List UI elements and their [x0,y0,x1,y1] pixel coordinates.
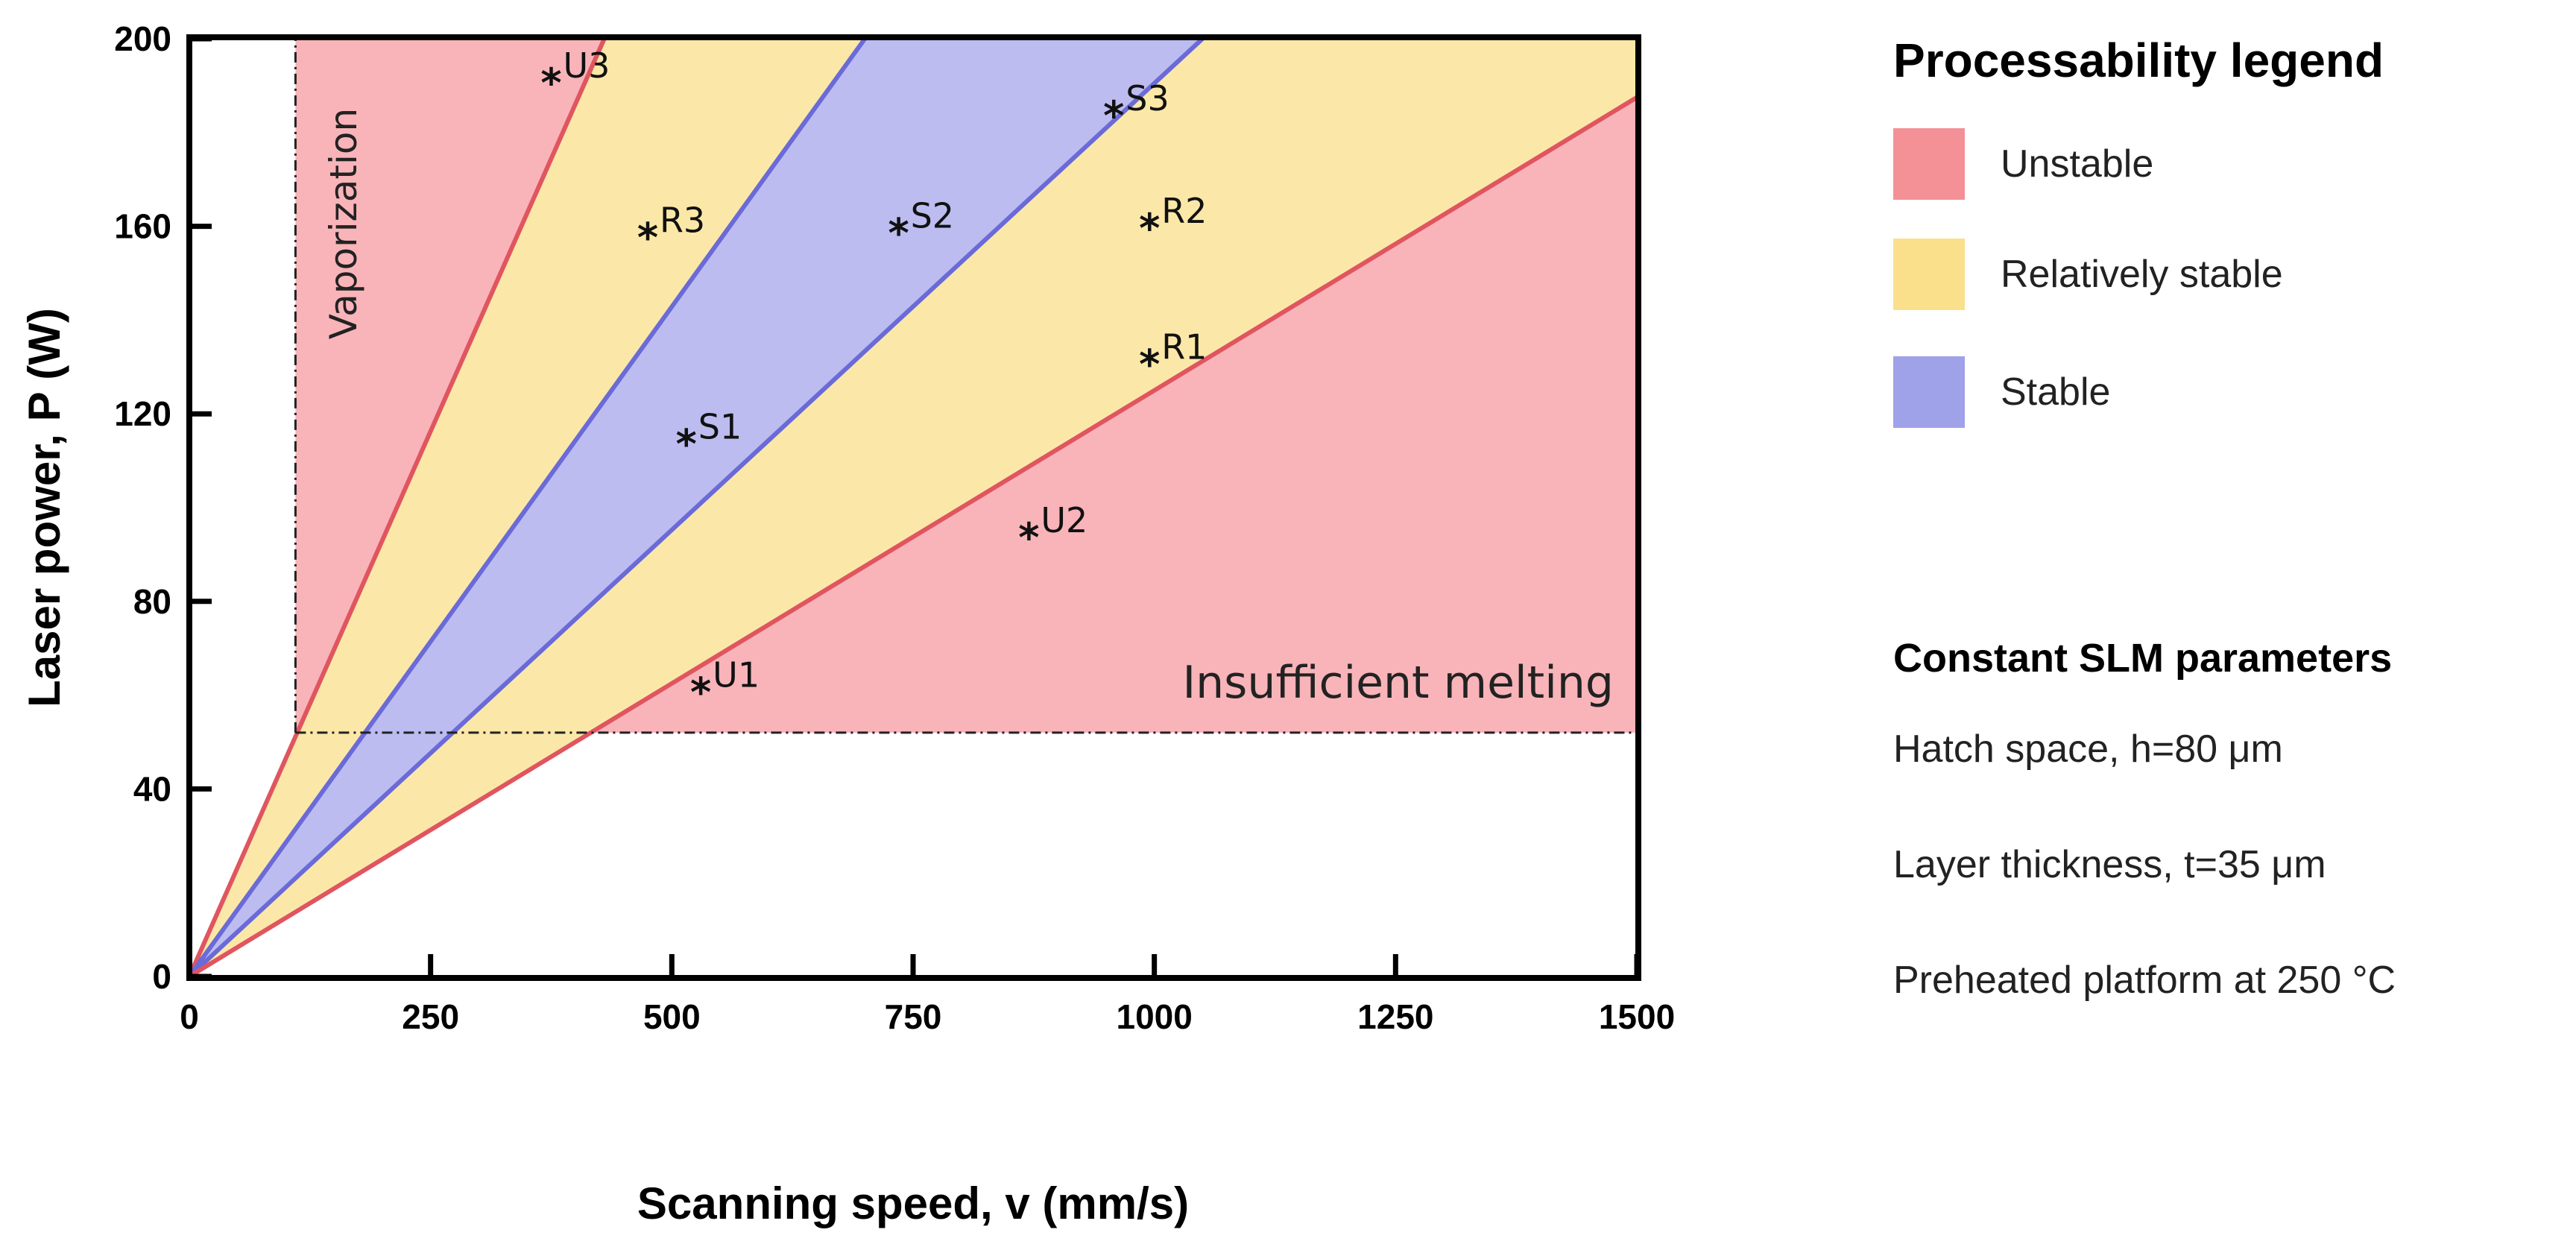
point-label-s1: S1 [698,406,742,446]
stable-lower-line [187,37,1205,979]
point-label-r3: R3 [660,201,705,241]
point-marker-u2: * [1018,514,1039,561]
point-label-r2: R2 [1161,191,1207,231]
legend-label-relatively-stable: Relatively stable [2001,253,2283,296]
x-axis-title: Scanning speed, v (mm/s) [637,1178,1189,1228]
y-tick-label-120: 120 [114,394,171,433]
point-label-s3: S3 [1126,78,1169,119]
processability-chart: * U3* R3 * S2* S3* R2* R1* S1* U2* U1 0 250 500 750 10… [19,19,1675,1228]
legend-swatch-relatively-stable [1893,239,1965,310]
point-marker-s3: * [1103,92,1124,139]
legend-item-stable: Stable [1893,355,2110,429]
point-label-r1: R1 [1161,326,1207,367]
params-title: Constant SLM parameters [1893,636,2393,681]
point-marker-u3: * [540,60,561,107]
point-marker-s2: * [888,209,909,256]
stable-upper-line [187,37,867,978]
param-preheated-platform: Preheated platform at 250 °C [1893,959,2396,1002]
x-tick-label-1500: 1500 [1599,997,1675,1036]
legend-label-stable: Stable [2001,370,2111,414]
x-tick-label-250: 250 [402,997,459,1036]
point-label-u3: U3 [564,45,610,86]
legend-item-relatively-stable: Relatively stable [1893,237,2283,312]
point-marker-r3: * [637,215,658,262]
y-tick-label-160: 160 [114,207,171,246]
u3-boundary-line [187,37,607,978]
point-label-u2: U2 [1041,500,1087,540]
param-hatch-space: Hatch space, h=80 μm [1893,728,2283,771]
lower-unstable-boundary-line [188,95,1638,979]
legend-swatch-unstable [1893,128,1965,200]
side-panel: Processability legend Unstable Relativel… [1893,0,2564,1256]
point-marker-r2: * [1139,205,1160,252]
point-marker-u1: * [690,669,711,716]
insufficient-melting-annotation: Insufficient melting [1182,657,1614,709]
param-layer-thickness: Layer thickness, t=35 μm [1893,843,2326,886]
vaporization-annotation: Vaporization [322,108,365,339]
x-tick-label-750: 750 [885,997,942,1036]
plot-frame [186,34,1641,981]
y-tick-label-0: 0 [152,957,171,996]
x-tick-label-1000: 1000 [1116,997,1192,1036]
legend-title: Processability legend [1893,34,2384,87]
point-marker-s1: * [676,420,697,467]
y-tick-label-40: 40 [133,769,171,808]
y-tick-label-80: 80 [133,582,171,621]
point-label-s2: S2 [911,195,954,236]
x-tick-label-0: 0 [180,997,199,1036]
point-label-u1: U1 [713,655,760,695]
relatively-stable-region [189,39,1637,976]
y-axis-title: Laser power, P (W) [19,308,69,707]
y-tick-label-200: 200 [114,19,171,58]
legend-swatch-stable [1893,356,1965,428]
legend-item-unstable: Unstable [1893,127,2153,201]
point-marker-r1: * [1139,341,1160,388]
x-tick-label-500: 500 [643,997,701,1036]
legend-label-unstable: Unstable [2001,142,2154,186]
x-tick-label-1250: 1250 [1357,997,1433,1036]
